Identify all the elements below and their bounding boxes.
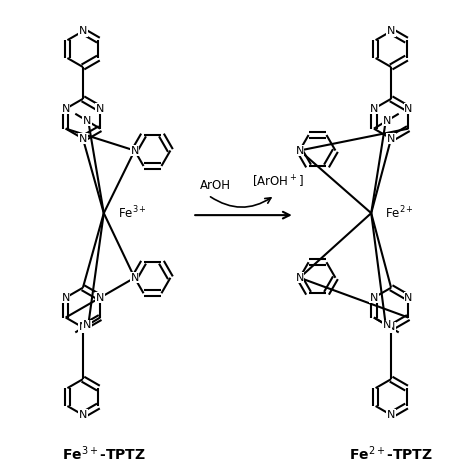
Text: Fe$^{2+}$: Fe$^{2+}$ xyxy=(385,205,414,221)
Text: Fe$^{3+}$: Fe$^{3+}$ xyxy=(118,205,146,221)
Text: N: N xyxy=(96,292,104,302)
Text: Fe$^{3+}$-TPTZ: Fe$^{3+}$-TPTZ xyxy=(62,445,146,463)
Text: N: N xyxy=(370,104,378,114)
Text: N: N xyxy=(387,26,395,36)
Text: N: N xyxy=(79,322,87,332)
Text: N: N xyxy=(83,116,91,126)
Text: N: N xyxy=(383,116,391,126)
Text: N: N xyxy=(83,320,91,330)
Text: N: N xyxy=(404,292,412,302)
Text: N: N xyxy=(130,273,139,283)
Text: N: N xyxy=(387,322,395,332)
Text: N: N xyxy=(79,410,87,420)
FancyArrowPatch shape xyxy=(210,197,271,207)
Text: N: N xyxy=(62,292,70,302)
Text: ArOH: ArOH xyxy=(200,179,231,192)
Text: Fe$^{2+}$-TPTZ: Fe$^{2+}$-TPTZ xyxy=(349,445,433,463)
Text: [ArOH$^+$]: [ArOH$^+$] xyxy=(252,174,304,191)
Text: N: N xyxy=(404,104,412,114)
Text: N: N xyxy=(79,26,87,36)
Text: N: N xyxy=(96,104,104,114)
Text: N: N xyxy=(62,104,70,114)
Text: N: N xyxy=(295,146,304,155)
Text: N: N xyxy=(383,320,391,330)
Text: N: N xyxy=(370,292,378,302)
Text: N: N xyxy=(130,146,139,155)
Text: N: N xyxy=(295,273,304,283)
Text: N: N xyxy=(387,134,395,144)
Text: N: N xyxy=(387,410,395,420)
Text: N: N xyxy=(79,134,87,144)
